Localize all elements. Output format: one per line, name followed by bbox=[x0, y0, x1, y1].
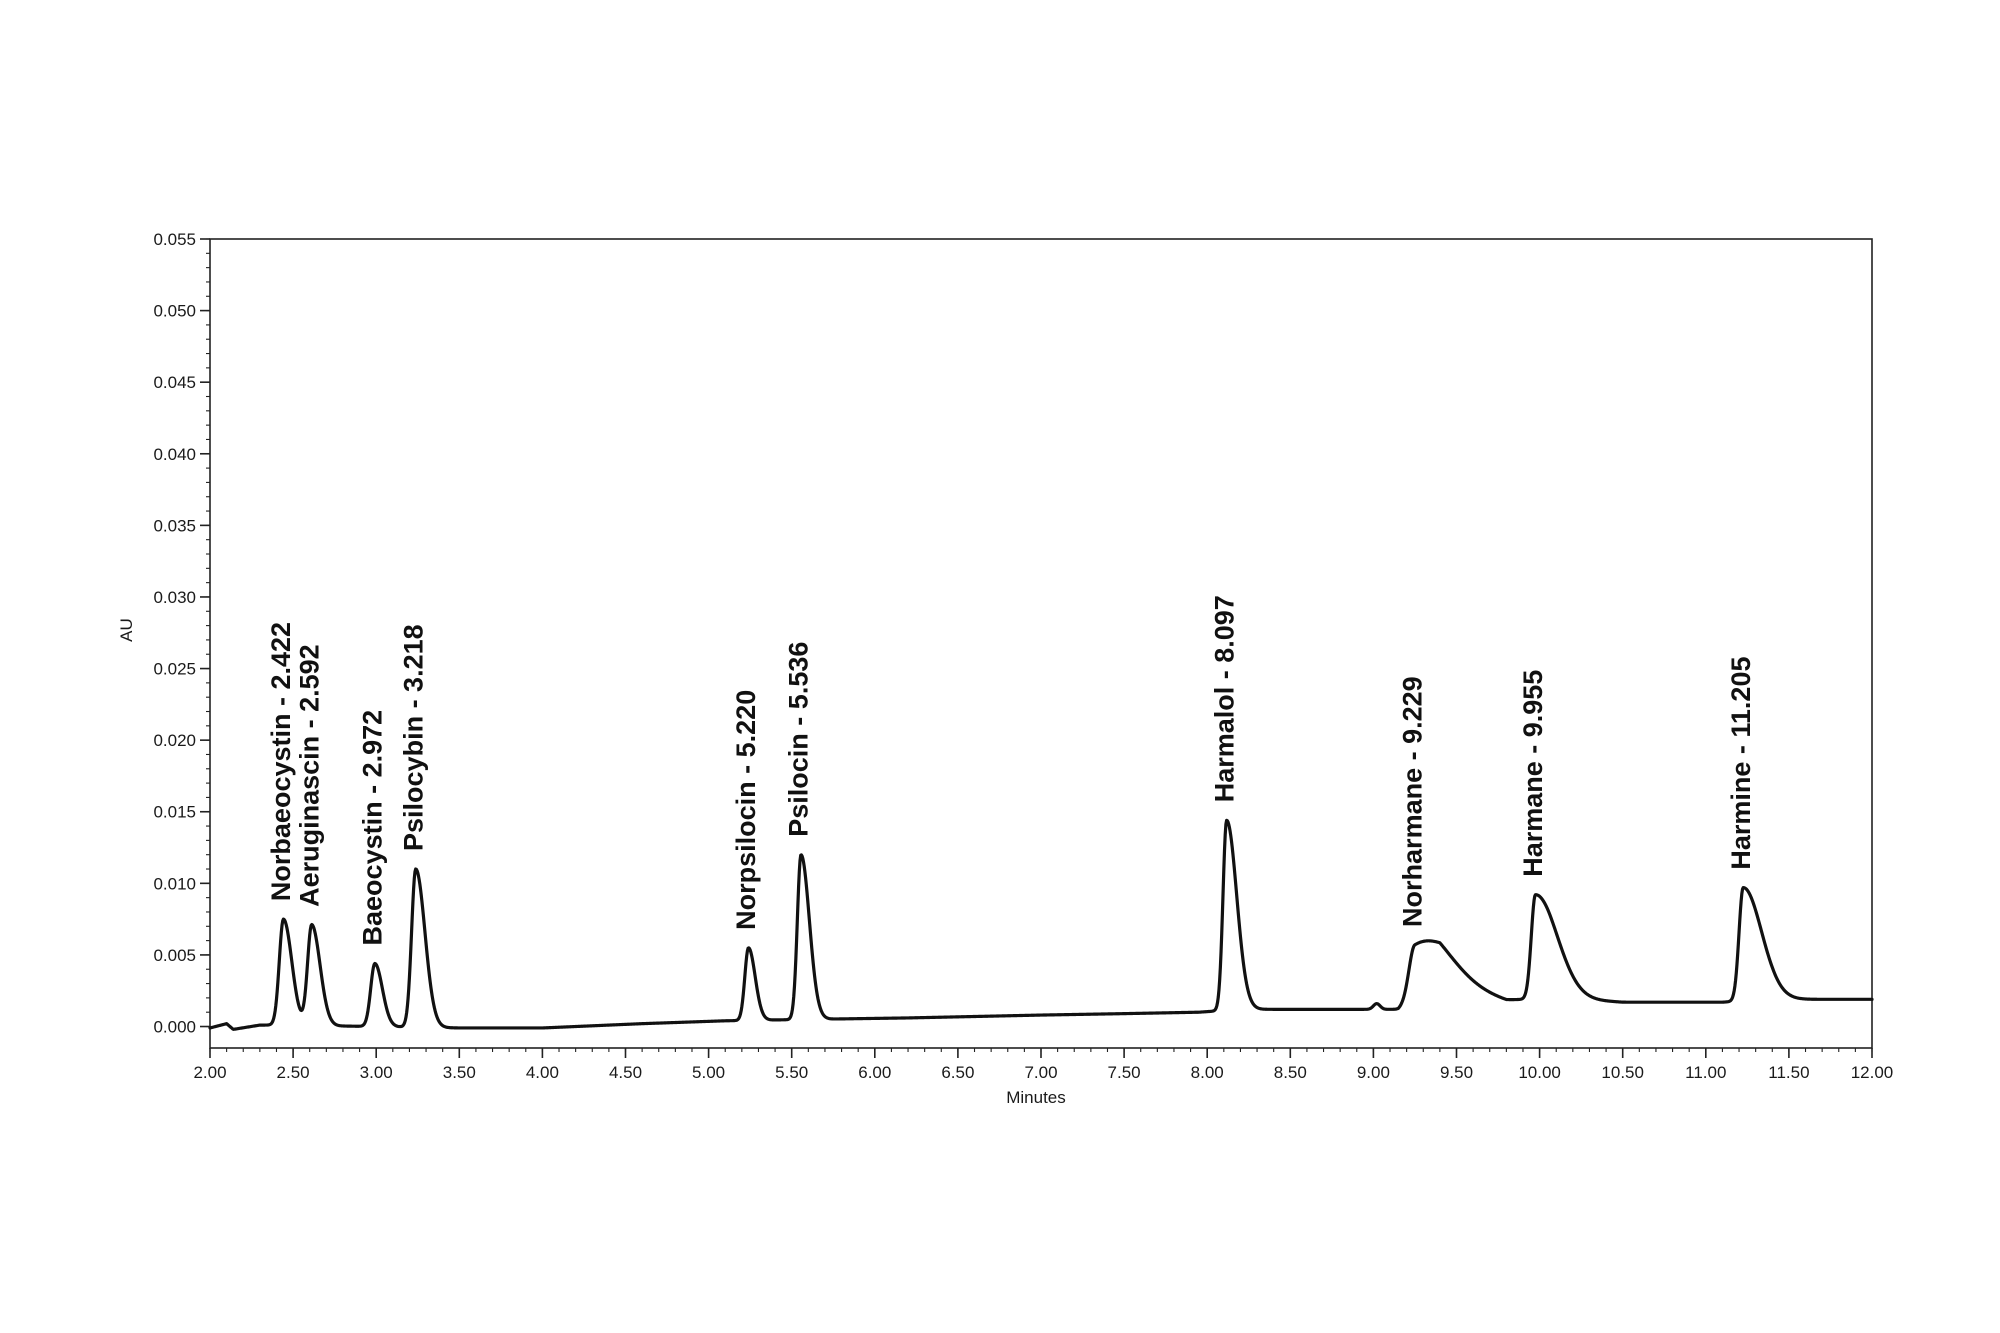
y-tick-label: 0.015 bbox=[153, 803, 196, 822]
x-tick-label: 9.50 bbox=[1440, 1063, 1473, 1082]
chromatogram-trace bbox=[208, 818, 1874, 1031]
peak-label: Harmalol - 8.097 bbox=[1209, 595, 1239, 802]
x-tick-label: 6.00 bbox=[858, 1063, 891, 1082]
x-tick-label: 8.50 bbox=[1274, 1063, 1307, 1082]
y-tick-label: 0.030 bbox=[153, 588, 196, 607]
y-tick-label: 0.040 bbox=[153, 445, 196, 464]
peak-label: Psilocin - 5.536 bbox=[784, 642, 814, 837]
peak-label: Psilocybin - 3.218 bbox=[398, 624, 428, 851]
y-tick-label: 0.055 bbox=[153, 230, 196, 249]
x-tick-label: 11.00 bbox=[1685, 1063, 1726, 1082]
peak-label: Harmine - 11.205 bbox=[1726, 656, 1756, 869]
x-tick-label: 5.50 bbox=[775, 1063, 808, 1082]
x-tick-label: 9.00 bbox=[1357, 1063, 1390, 1082]
x-axis: 2.00 2.50 3.00 3.50 4.00 4.50 5.00 5.50 6.00 6.50… bbox=[193, 1048, 1893, 1082]
peak-label: Norharmane - 9.229 bbox=[1398, 676, 1428, 927]
y-tick-label: 0.025 bbox=[153, 660, 196, 679]
x-tick-label: 8.00 bbox=[1191, 1063, 1224, 1082]
y-tick-label: 0.045 bbox=[153, 373, 196, 392]
y-tick-label: 0.050 bbox=[153, 302, 196, 321]
y-tick-label: 0.000 bbox=[153, 1018, 196, 1037]
x-tick-label: 10.50 bbox=[1601, 1063, 1644, 1082]
x-tick-label: 10.00 bbox=[1518, 1063, 1561, 1082]
y-tick-label: 0.035 bbox=[153, 516, 196, 535]
x-tick-label: 12.00 bbox=[1851, 1063, 1894, 1082]
x-axis-title: Minutes bbox=[1006, 1088, 1066, 1107]
peak-label: Norpsilocin - 5.220 bbox=[731, 690, 761, 930]
peak-label: Norbaeocystin - 2.422 bbox=[266, 622, 296, 901]
x-tick-label: 5.00 bbox=[692, 1063, 725, 1082]
x-tick-label: 7.50 bbox=[1108, 1063, 1141, 1082]
peak-label: Baeocystin - 2.972 bbox=[358, 710, 388, 946]
x-tick-label: 6.50 bbox=[941, 1063, 974, 1082]
x-tick-label: 2.00 bbox=[193, 1063, 226, 1082]
x-tick-label: 2.50 bbox=[277, 1063, 310, 1082]
x-tick-label: 7.00 bbox=[1024, 1063, 1057, 1082]
y-axis: 0.000 0.005 0.010 0.015 0.020 0.025 0.030 0.035… bbox=[153, 230, 210, 1037]
x-tick-label: 4.00 bbox=[526, 1063, 559, 1082]
y-tick-label: 0.005 bbox=[153, 946, 196, 965]
peak-label: Aeruginascin - 2.592 bbox=[294, 644, 324, 907]
y-tick-label: 0.020 bbox=[153, 731, 196, 750]
plot-frame bbox=[209, 238, 1873, 1049]
peak-label: Harmane - 9.955 bbox=[1518, 670, 1548, 877]
y-tick-label: 0.010 bbox=[153, 874, 196, 893]
x-tick-label: 11.50 bbox=[1768, 1063, 1809, 1082]
x-tick-label: 3.00 bbox=[360, 1063, 393, 1082]
y-axis-title: AU bbox=[117, 618, 136, 642]
x-tick-label: 4.50 bbox=[609, 1063, 642, 1082]
x-tick-label: 3.50 bbox=[443, 1063, 476, 1082]
